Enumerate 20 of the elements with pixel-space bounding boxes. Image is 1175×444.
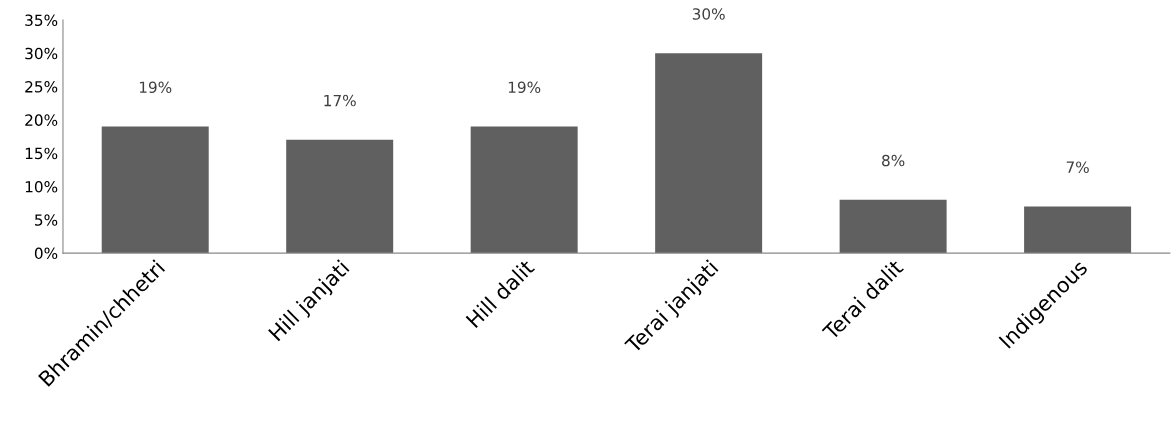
y-tick-label: 30% — [25, 47, 58, 60]
data-label: 8% — [882, 154, 905, 167]
data-label: 19% — [139, 81, 172, 94]
bar — [286, 139, 394, 254]
data-label: 17% — [324, 94, 356, 107]
bar — [839, 199, 947, 254]
y-tick-label: 0% — [34, 247, 58, 260]
data-label: 30% — [692, 8, 725, 20]
y-tick-label: 35% — [25, 14, 58, 26]
y-tick-label: 15% — [25, 147, 58, 160]
bar — [655, 53, 763, 254]
bar — [1024, 206, 1132, 254]
y-tick-label: 25% — [25, 81, 58, 93]
data-label: 19% — [508, 81, 541, 94]
bar — [101, 126, 209, 254]
y-tick-label: 20% — [25, 114, 58, 126]
y-tick-label: 5% — [35, 214, 58, 226]
data-label: 7% — [1066, 161, 1089, 173]
y-tick-label: 10% — [25, 180, 58, 193]
bar — [470, 126, 578, 254]
